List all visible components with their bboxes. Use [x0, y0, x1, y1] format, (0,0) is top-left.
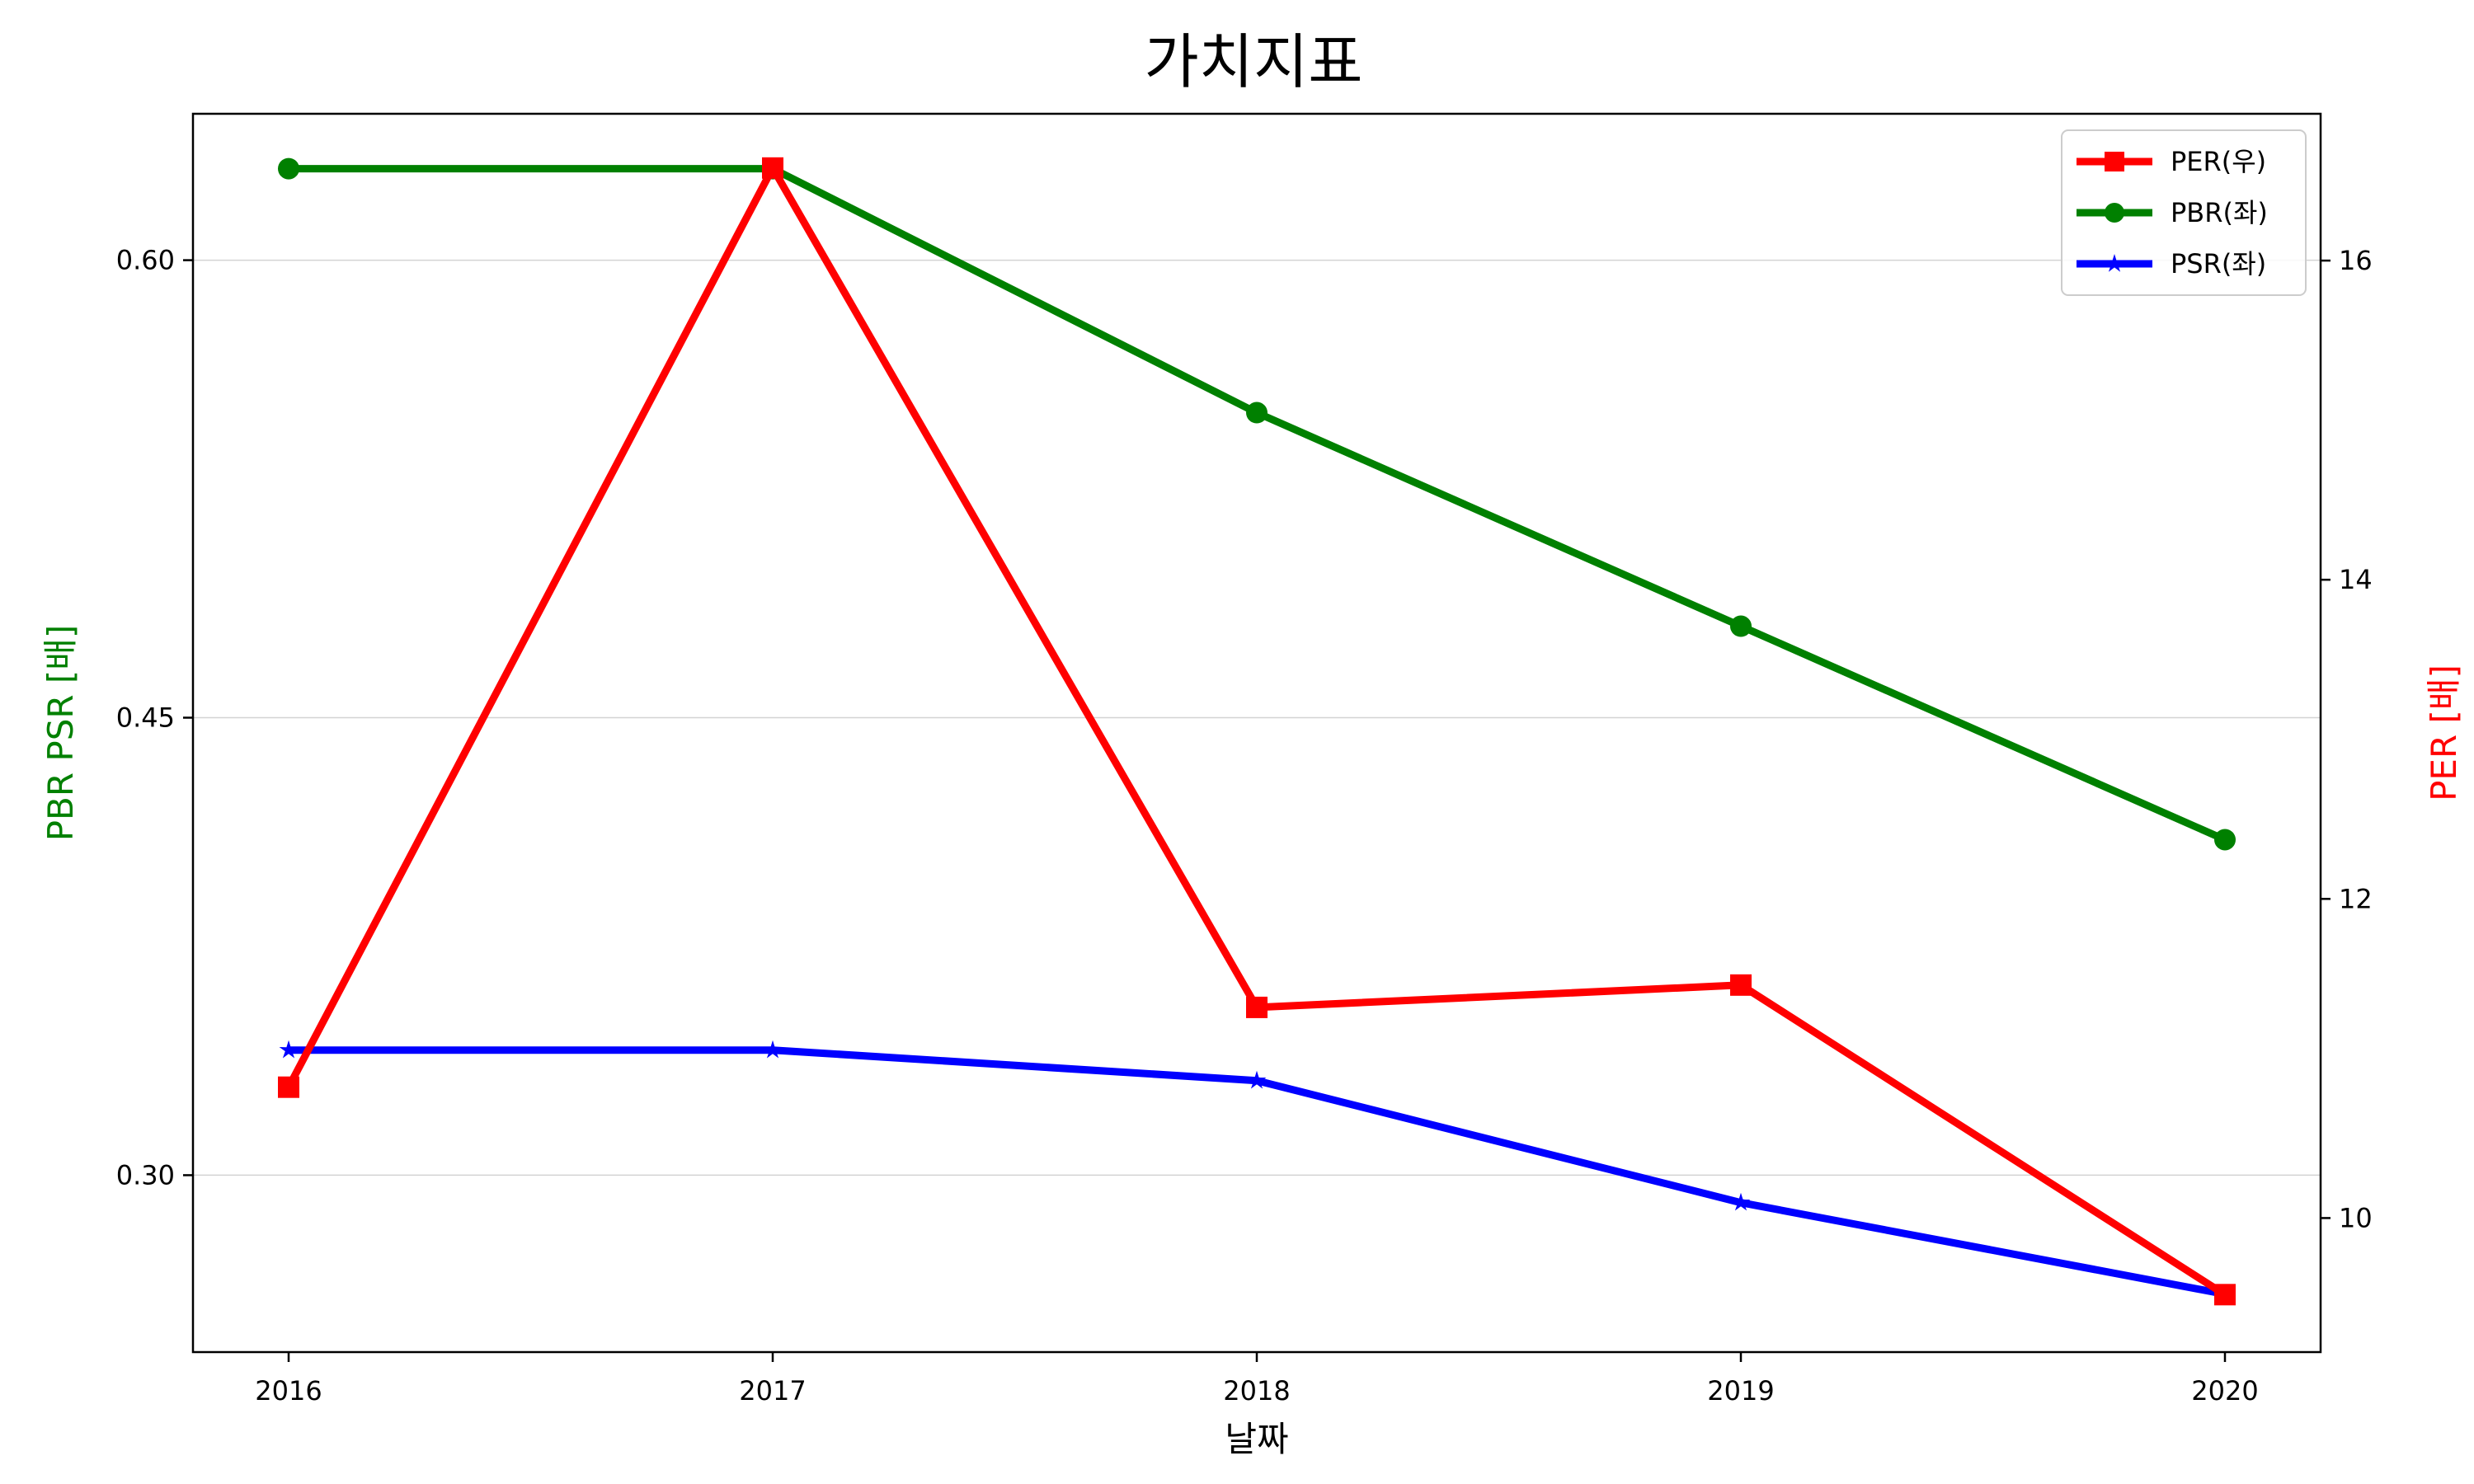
right-tick-label: 12	[2339, 883, 2373, 914]
right-tick-label: 10	[2339, 1202, 2373, 1233]
data-point	[279, 1040, 299, 1059]
plot-frame	[191, 112, 2322, 1354]
data-point	[1247, 1070, 1267, 1089]
left-tick-label: 0.30	[116, 1159, 175, 1190]
chart-title: 가치지표	[1145, 27, 1363, 96]
legend-label: PER(우)	[2171, 146, 2266, 177]
series-PER(우)	[278, 157, 2236, 1306]
data-point	[2105, 254, 2124, 272]
x-tick-label: 2017	[739, 1375, 806, 1407]
data-point	[2214, 829, 2236, 851]
x-tick-label: 2016	[255, 1375, 322, 1407]
legend-item: PSR(좌)	[2077, 248, 2266, 279]
x-tick-label: 2019	[1707, 1375, 1774, 1407]
series-PSR(좌)	[279, 1040, 2235, 1303]
data-point	[1730, 615, 1752, 637]
legend-label: PBR(좌)	[2171, 197, 2268, 228]
legend-item: PER(우)	[2077, 146, 2266, 177]
x-axis: 2016 2017 2018 2019 2020	[255, 1352, 2259, 1407]
x-tick-label: 2020	[2191, 1375, 2258, 1407]
series-PBR(좌)	[278, 157, 2236, 851]
legend-item: PBR(좌)	[2077, 197, 2268, 228]
left-tick-label: 0.45	[116, 702, 175, 734]
data-point	[1246, 402, 1268, 424]
series-line	[289, 1046, 2226, 1298]
legend: PER(우) PBR(좌) PSR(좌)	[2061, 129, 2307, 296]
series-line	[285, 164, 2227, 1298]
right-axis: 10 12 14 16	[2321, 245, 2373, 1233]
left-tick-label: 0.60	[116, 245, 175, 276]
data-point	[1731, 1192, 1751, 1211]
left-axis-title: PBR PSR [배]	[40, 625, 81, 842]
right-axis-title: PER [배]	[2424, 665, 2464, 801]
data-point	[762, 157, 783, 179]
grid-lines	[193, 259, 2321, 1176]
series-line	[289, 165, 2227, 843]
data-point	[2105, 152, 2124, 171]
data-point	[1730, 974, 1752, 996]
series-layer	[278, 157, 2236, 1306]
data-point	[2214, 1284, 2236, 1306]
data-point	[2105, 203, 2124, 223]
left-axis: 0.30 0.45 0.60	[116, 245, 193, 1190]
data-point	[1246, 996, 1268, 1018]
data-point	[278, 157, 299, 180]
legend-label: PSR(좌)	[2171, 248, 2266, 279]
data-point	[763, 1040, 783, 1059]
x-axis-title: 날짜	[1225, 1419, 1288, 1459]
x-tick-label: 2018	[1223, 1375, 1290, 1407]
data-point	[278, 1076, 299, 1098]
right-tick-label: 14	[2339, 564, 2373, 595]
right-tick-label: 16	[2339, 245, 2373, 276]
